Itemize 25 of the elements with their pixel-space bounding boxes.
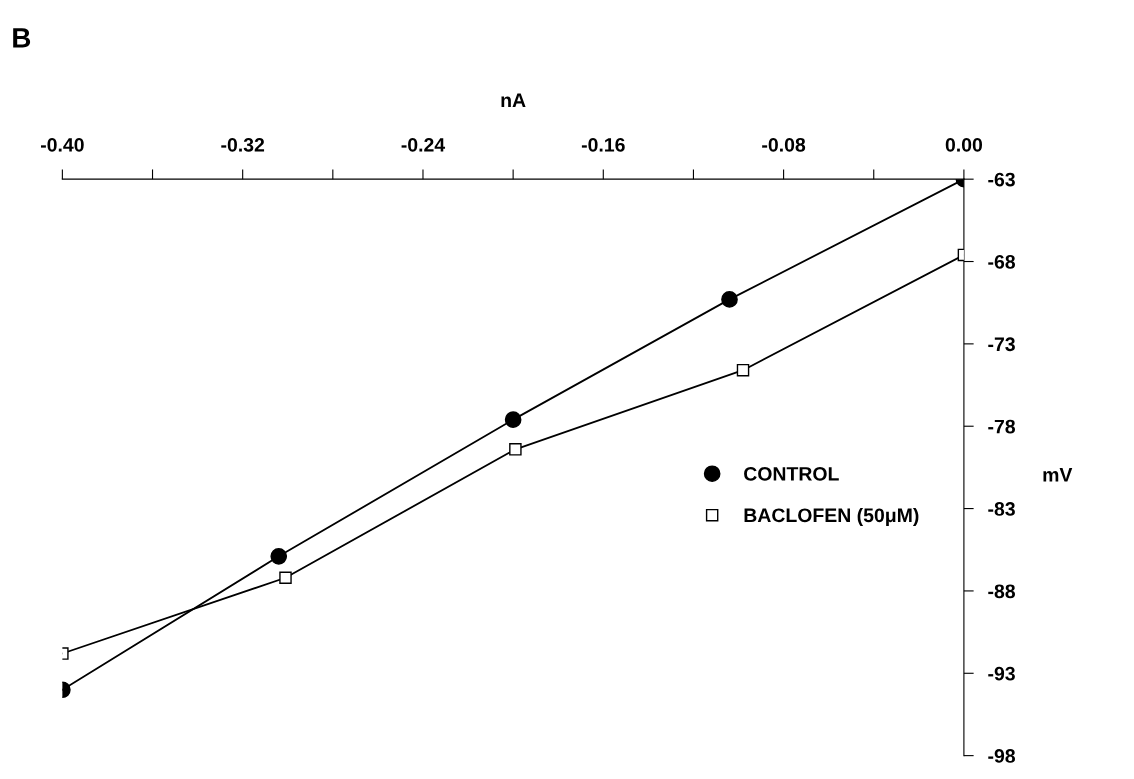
point xyxy=(270,548,288,565)
legend-label: BACLOFEN (50μM) xyxy=(744,507,919,527)
x-tick-label: -0.40 xyxy=(40,137,84,152)
legend-label: CONTROL xyxy=(744,466,839,481)
y-tick-label: -98 xyxy=(988,749,1016,763)
x-tick-label: -0.08 xyxy=(762,137,806,152)
point xyxy=(279,571,292,585)
y-tick-label: -88 xyxy=(988,584,1016,599)
point xyxy=(509,443,522,456)
point xyxy=(736,363,750,377)
x-tick-label: -0.24 xyxy=(401,137,446,152)
x-tick-label: -0.32 xyxy=(221,137,265,152)
y-axis-title: mV xyxy=(1043,468,1073,482)
point xyxy=(721,291,738,308)
x-tick-label: 0.00 xyxy=(945,137,983,152)
y-tick-label: -68 xyxy=(988,254,1016,269)
text: B xyxy=(13,28,31,48)
point xyxy=(504,411,522,428)
y-tick-label: -83 xyxy=(988,502,1015,516)
y-tick-label: -93 xyxy=(988,666,1015,681)
x-tick-label: -0.16 xyxy=(581,137,625,152)
y-tick-label: -73 xyxy=(988,337,1015,352)
x-axis-title: nA xyxy=(501,93,526,107)
y-tick-label: -63 xyxy=(988,172,1015,187)
y-tick-label: -78 xyxy=(988,419,1016,434)
